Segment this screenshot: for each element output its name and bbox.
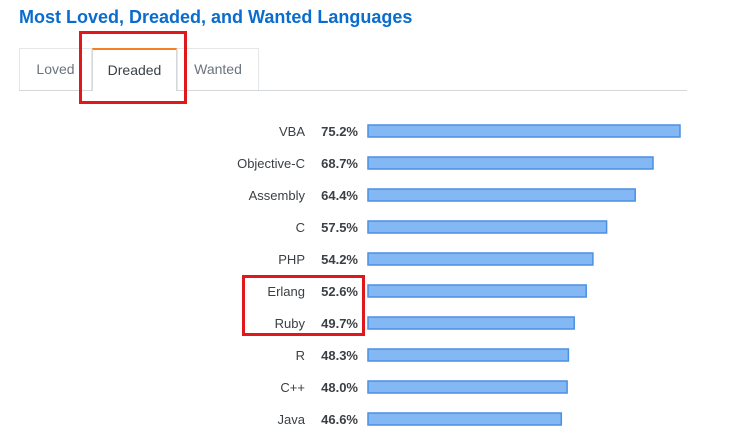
category-label-java: Java: [278, 412, 306, 427]
value-label-assembly: 64.4%: [321, 188, 358, 203]
tab-dreaded[interactable]: Dreaded: [92, 48, 177, 91]
bar-assembly: [367, 188, 636, 202]
value-label-c: 57.5%: [321, 220, 358, 235]
bar-erlang: [367, 284, 587, 298]
tab-wanted[interactable]: Wanted: [177, 48, 259, 90]
category-label-c: C++: [280, 380, 305, 395]
bar-ruby: [367, 316, 575, 330]
category-label-c: C: [296, 220, 305, 235]
bar-objective-c: [367, 156, 654, 170]
value-label-ruby: 49.7%: [321, 316, 358, 331]
value-label-c: 48.0%: [321, 380, 358, 395]
value-label-vba: 75.2%: [321, 124, 358, 139]
category-label-php: PHP: [278, 252, 305, 267]
category-label-erlang: Erlang: [267, 284, 305, 299]
category-label-objective-c: Objective-C: [237, 156, 305, 171]
value-label-erlang: 52.6%: [321, 284, 358, 299]
page-title: Most Loved, Dreaded, and Wanted Language…: [19, 7, 413, 27]
bar-php: [367, 252, 594, 266]
value-label-r: 48.3%: [321, 348, 358, 363]
category-label-assembly: Assembly: [249, 188, 306, 203]
category-label-r: R: [296, 348, 305, 363]
category-label-ruby: Ruby: [275, 316, 306, 331]
bar-vba: [367, 124, 681, 138]
bar-c: [367, 220, 608, 234]
value-label-objective-c: 68.7%: [321, 156, 358, 171]
bar-r: [367, 348, 570, 362]
bar-c: [367, 380, 568, 394]
category-label-vba: VBA: [279, 124, 305, 139]
value-label-java: 46.6%: [321, 412, 358, 427]
value-label-php: 54.2%: [321, 252, 358, 267]
bar-java: [367, 412, 563, 426]
